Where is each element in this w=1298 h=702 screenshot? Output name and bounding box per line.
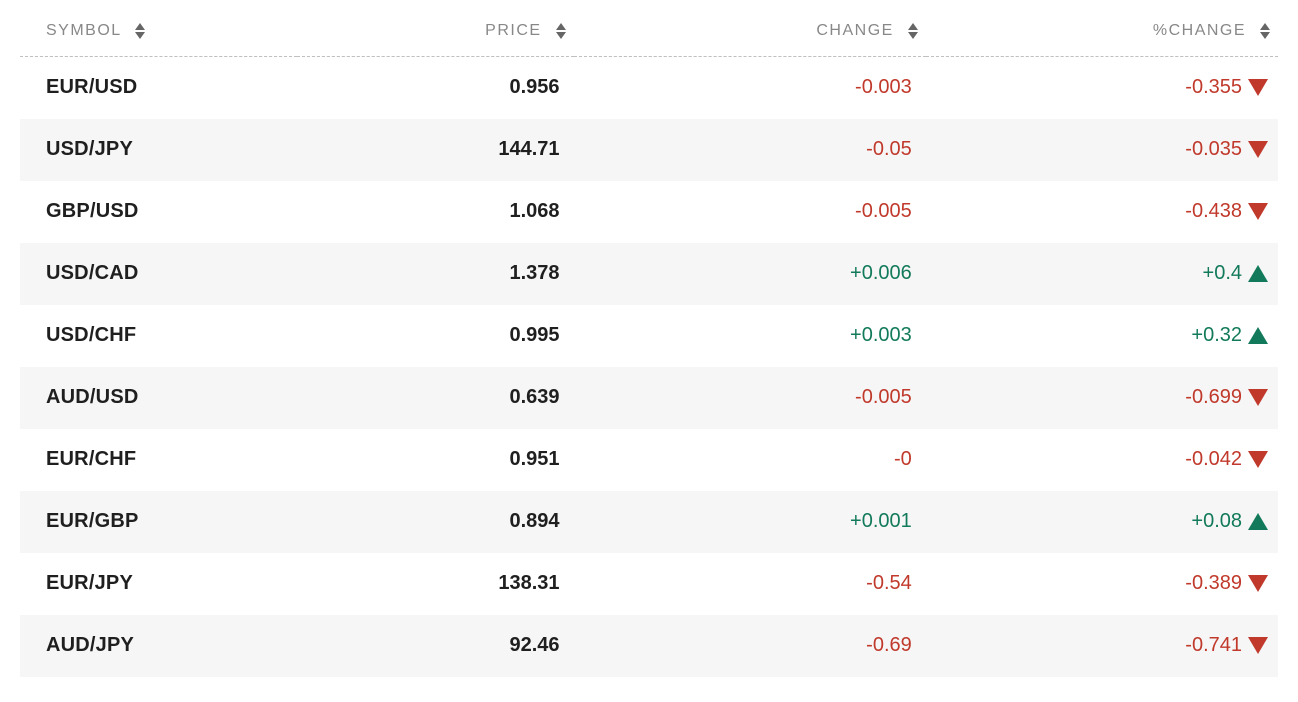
price-cell: 1.378 bbox=[297, 243, 574, 305]
pct-change-cell: -0.741 bbox=[926, 615, 1278, 677]
table-row[interactable]: GBP/USD1.068-0.005 -0.438 bbox=[20, 181, 1278, 243]
arrow-up-icon bbox=[1248, 513, 1268, 530]
column-header-change[interactable]: CHANGE bbox=[574, 10, 926, 57]
change-cell: -0.05 bbox=[574, 119, 926, 181]
symbol-cell[interactable]: EUR/JPY bbox=[20, 553, 297, 615]
price-cell: 1.068 bbox=[297, 181, 574, 243]
pct-change-cell: +0.32 bbox=[926, 305, 1278, 367]
change-cell: -0 bbox=[574, 429, 926, 491]
change-cell: -0.005 bbox=[574, 181, 926, 243]
symbol-cell[interactable]: USD/JPY bbox=[20, 119, 297, 181]
pct-change-cell: -0.042 bbox=[926, 429, 1278, 491]
symbol-cell[interactable]: USD/CAD bbox=[20, 243, 297, 305]
pct-change-cell: -0.389 bbox=[926, 553, 1278, 615]
symbol-cell[interactable]: EUR/CHF bbox=[20, 429, 297, 491]
forex-table: SYMBOL PRICE CHANGE bbox=[20, 10, 1278, 677]
pct-change-value: -0.699 bbox=[1185, 386, 1242, 408]
pct-change-cell: -0.438 bbox=[926, 181, 1278, 243]
pct-change-cell: +0.08 bbox=[926, 491, 1278, 553]
pct-change-value: -0.389 bbox=[1185, 572, 1242, 594]
pct-change-value: -0.355 bbox=[1185, 76, 1242, 98]
price-cell: 0.995 bbox=[297, 305, 574, 367]
sort-icon bbox=[135, 23, 145, 39]
pct-change-value: -0.042 bbox=[1185, 448, 1242, 470]
arrow-down-icon bbox=[1248, 141, 1268, 158]
pct-change-value: -0.035 bbox=[1185, 138, 1242, 160]
column-header-label: CHANGE bbox=[816, 22, 893, 39]
column-header-label: SYMBOL bbox=[46, 22, 121, 39]
column-header-label: %CHANGE bbox=[1153, 22, 1246, 39]
column-header-symbol[interactable]: SYMBOL bbox=[20, 10, 297, 57]
table-row[interactable]: EUR/GBP0.894+0.001 +0.08 bbox=[20, 491, 1278, 553]
change-cell: -0.69 bbox=[574, 615, 926, 677]
price-cell: 144.71 bbox=[297, 119, 574, 181]
arrow-down-icon bbox=[1248, 637, 1268, 654]
column-header-price[interactable]: PRICE bbox=[297, 10, 574, 57]
symbol-cell[interactable]: AUD/USD bbox=[20, 367, 297, 429]
table-row[interactable]: USD/CHF0.995+0.003 +0.32 bbox=[20, 305, 1278, 367]
price-cell: 0.894 bbox=[297, 491, 574, 553]
symbol-cell[interactable]: AUD/JPY bbox=[20, 615, 297, 677]
sort-icon bbox=[1260, 23, 1270, 39]
pct-change-value: +0.08 bbox=[1191, 510, 1242, 532]
price-cell: 0.639 bbox=[297, 367, 574, 429]
arrow-up-icon bbox=[1248, 327, 1268, 344]
sort-icon bbox=[556, 23, 566, 39]
arrow-down-icon bbox=[1248, 451, 1268, 468]
arrow-down-icon bbox=[1248, 203, 1268, 220]
column-header-label: PRICE bbox=[485, 22, 541, 39]
table-row[interactable]: AUD/USD0.639-0.005 -0.699 bbox=[20, 367, 1278, 429]
pct-change-value: -0.438 bbox=[1185, 200, 1242, 222]
change-cell: +0.001 bbox=[574, 491, 926, 553]
change-cell: -0.005 bbox=[574, 367, 926, 429]
pct-change-cell: -0.699 bbox=[926, 367, 1278, 429]
pct-change-value: +0.32 bbox=[1191, 324, 1242, 346]
table-row[interactable]: EUR/CHF0.951-0 -0.042 bbox=[20, 429, 1278, 491]
symbol-cell[interactable]: GBP/USD bbox=[20, 181, 297, 243]
change-cell: -0.003 bbox=[574, 57, 926, 119]
table-row[interactable]: USD/CAD1.378+0.006 +0.4 bbox=[20, 243, 1278, 305]
arrow-down-icon bbox=[1248, 389, 1268, 406]
column-header-pct-change[interactable]: %CHANGE bbox=[926, 10, 1278, 57]
price-cell: 0.951 bbox=[297, 429, 574, 491]
arrow-up-icon bbox=[1248, 265, 1268, 282]
sort-icon bbox=[908, 23, 918, 39]
price-cell: 92.46 bbox=[297, 615, 574, 677]
table-row[interactable]: USD/JPY144.71-0.05 -0.035 bbox=[20, 119, 1278, 181]
table-body: EUR/USD0.956-0.003-0.355USD/JPY144.71-0.… bbox=[20, 57, 1278, 677]
change-cell: -0.54 bbox=[574, 553, 926, 615]
pct-change-value: +0.4 bbox=[1203, 262, 1242, 284]
change-cell: +0.006 bbox=[574, 243, 926, 305]
arrow-down-icon bbox=[1248, 575, 1268, 592]
price-cell: 0.956 bbox=[297, 57, 574, 119]
table-header-row: SYMBOL PRICE CHANGE bbox=[20, 10, 1278, 57]
table-row[interactable]: AUD/JPY92.46-0.69 -0.741 bbox=[20, 615, 1278, 677]
table-row[interactable]: EUR/JPY138.31-0.54 -0.389 bbox=[20, 553, 1278, 615]
pct-change-cell: +0.4 bbox=[926, 243, 1278, 305]
price-cell: 138.31 bbox=[297, 553, 574, 615]
symbol-cell[interactable]: EUR/USD bbox=[20, 57, 297, 119]
pct-change-cell: -0.355 bbox=[926, 57, 1278, 119]
symbol-cell[interactable]: EUR/GBP bbox=[20, 491, 297, 553]
symbol-cell[interactable]: USD/CHF bbox=[20, 305, 297, 367]
table-row[interactable]: EUR/USD0.956-0.003 -0.355 bbox=[20, 57, 1278, 119]
arrow-down-icon bbox=[1248, 79, 1268, 96]
pct-change-value: -0.741 bbox=[1185, 634, 1242, 656]
change-cell: +0.003 bbox=[574, 305, 926, 367]
pct-change-cell: -0.035 bbox=[926, 119, 1278, 181]
